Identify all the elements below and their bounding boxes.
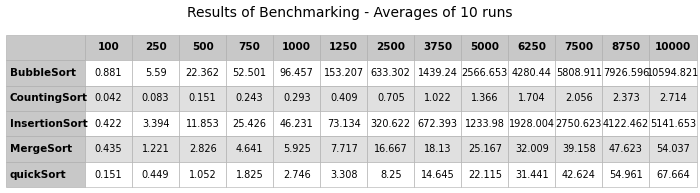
- Text: 2.826: 2.826: [189, 144, 216, 154]
- Text: 32.009: 32.009: [515, 144, 549, 154]
- Text: 52.501: 52.501: [232, 68, 267, 78]
- Text: 42.624: 42.624: [562, 169, 596, 179]
- Text: 0.449: 0.449: [142, 169, 169, 179]
- Text: 0.151: 0.151: [94, 169, 122, 179]
- Text: 25.426: 25.426: [232, 119, 267, 129]
- Text: 320.622: 320.622: [371, 119, 411, 129]
- Text: 4280.44: 4280.44: [512, 68, 552, 78]
- Text: MergeSort: MergeSort: [10, 144, 72, 154]
- Text: 0.083: 0.083: [142, 93, 169, 103]
- Text: 4122.462: 4122.462: [603, 119, 649, 129]
- Text: CountingSort: CountingSort: [10, 93, 88, 103]
- Text: 1.221: 1.221: [141, 144, 169, 154]
- Text: 0.042: 0.042: [94, 93, 122, 103]
- Text: 0.435: 0.435: [94, 144, 122, 154]
- Text: 47.623: 47.623: [609, 144, 643, 154]
- Text: 10594.821: 10594.821: [647, 68, 699, 78]
- Text: 54.037: 54.037: [656, 144, 690, 154]
- Text: 11.853: 11.853: [186, 119, 220, 129]
- Text: 250: 250: [145, 42, 167, 52]
- Text: 39.158: 39.158: [562, 144, 596, 154]
- Text: 100: 100: [98, 42, 120, 52]
- Text: 2.056: 2.056: [565, 93, 593, 103]
- Text: quickSort: quickSort: [10, 169, 66, 179]
- Text: 5000: 5000: [470, 42, 499, 52]
- Text: 0.705: 0.705: [377, 93, 405, 103]
- Text: 22.115: 22.115: [468, 169, 502, 179]
- Text: 1.704: 1.704: [518, 93, 546, 103]
- Text: 1250: 1250: [329, 42, 358, 52]
- Text: 14.645: 14.645: [421, 169, 455, 179]
- Text: 1.825: 1.825: [236, 169, 263, 179]
- Text: 1.022: 1.022: [424, 93, 452, 103]
- Text: 2500: 2500: [377, 42, 405, 52]
- Text: 1.052: 1.052: [189, 169, 216, 179]
- Text: 5808.911: 5808.911: [556, 68, 602, 78]
- Text: 1.366: 1.366: [471, 93, 498, 103]
- Text: 5.59: 5.59: [145, 68, 167, 78]
- Text: 8750: 8750: [611, 42, 640, 52]
- Text: 0.422: 0.422: [94, 119, 122, 129]
- Text: 7.717: 7.717: [330, 144, 358, 154]
- Text: 153.207: 153.207: [323, 68, 364, 78]
- Text: 750: 750: [239, 42, 260, 52]
- Text: 3.308: 3.308: [330, 169, 358, 179]
- Text: 1000: 1000: [282, 42, 312, 52]
- Text: 0.409: 0.409: [330, 93, 358, 103]
- Text: 2566.653: 2566.653: [462, 68, 508, 78]
- Text: 0.243: 0.243: [236, 93, 263, 103]
- Text: 46.231: 46.231: [280, 119, 314, 129]
- Text: 10000: 10000: [655, 42, 691, 52]
- Text: 16.667: 16.667: [374, 144, 407, 154]
- Text: 7500: 7500: [564, 42, 594, 52]
- Text: 31.441: 31.441: [515, 169, 549, 179]
- Text: 0.881: 0.881: [94, 68, 122, 78]
- Text: InsertionSort: InsertionSort: [10, 119, 88, 129]
- Text: 7926.596: 7926.596: [603, 68, 649, 78]
- Text: 5.925: 5.925: [283, 144, 311, 154]
- Text: Results of Benchmarking - Averages of 10 runs: Results of Benchmarking - Averages of 10…: [188, 6, 512, 20]
- Text: 4.641: 4.641: [236, 144, 263, 154]
- Text: 0.151: 0.151: [189, 93, 216, 103]
- Text: 2.714: 2.714: [659, 93, 687, 103]
- Text: 1439.24: 1439.24: [418, 68, 458, 78]
- Text: 1233.98: 1233.98: [465, 119, 505, 129]
- Text: 633.302: 633.302: [371, 68, 411, 78]
- Text: 54.961: 54.961: [609, 169, 643, 179]
- Text: 2.746: 2.746: [283, 169, 311, 179]
- Text: 8.25: 8.25: [380, 169, 402, 179]
- Text: 5141.653: 5141.653: [650, 119, 696, 129]
- Text: 2750.623: 2750.623: [556, 119, 602, 129]
- Text: 6250: 6250: [517, 42, 547, 52]
- Text: 73.134: 73.134: [327, 119, 360, 129]
- Text: 672.393: 672.393: [418, 119, 458, 129]
- Text: 1928.004: 1928.004: [509, 119, 555, 129]
- Text: 0.293: 0.293: [283, 93, 311, 103]
- Text: 22.362: 22.362: [186, 68, 220, 78]
- Text: 67.664: 67.664: [656, 169, 690, 179]
- Text: 3750: 3750: [424, 42, 452, 52]
- Text: 3.394: 3.394: [142, 119, 169, 129]
- Text: 18.13: 18.13: [424, 144, 452, 154]
- Text: 25.167: 25.167: [468, 144, 502, 154]
- Text: 2.373: 2.373: [612, 93, 640, 103]
- Text: BubbleSort: BubbleSort: [10, 68, 76, 78]
- Text: 96.457: 96.457: [280, 68, 314, 78]
- Text: 500: 500: [192, 42, 214, 52]
